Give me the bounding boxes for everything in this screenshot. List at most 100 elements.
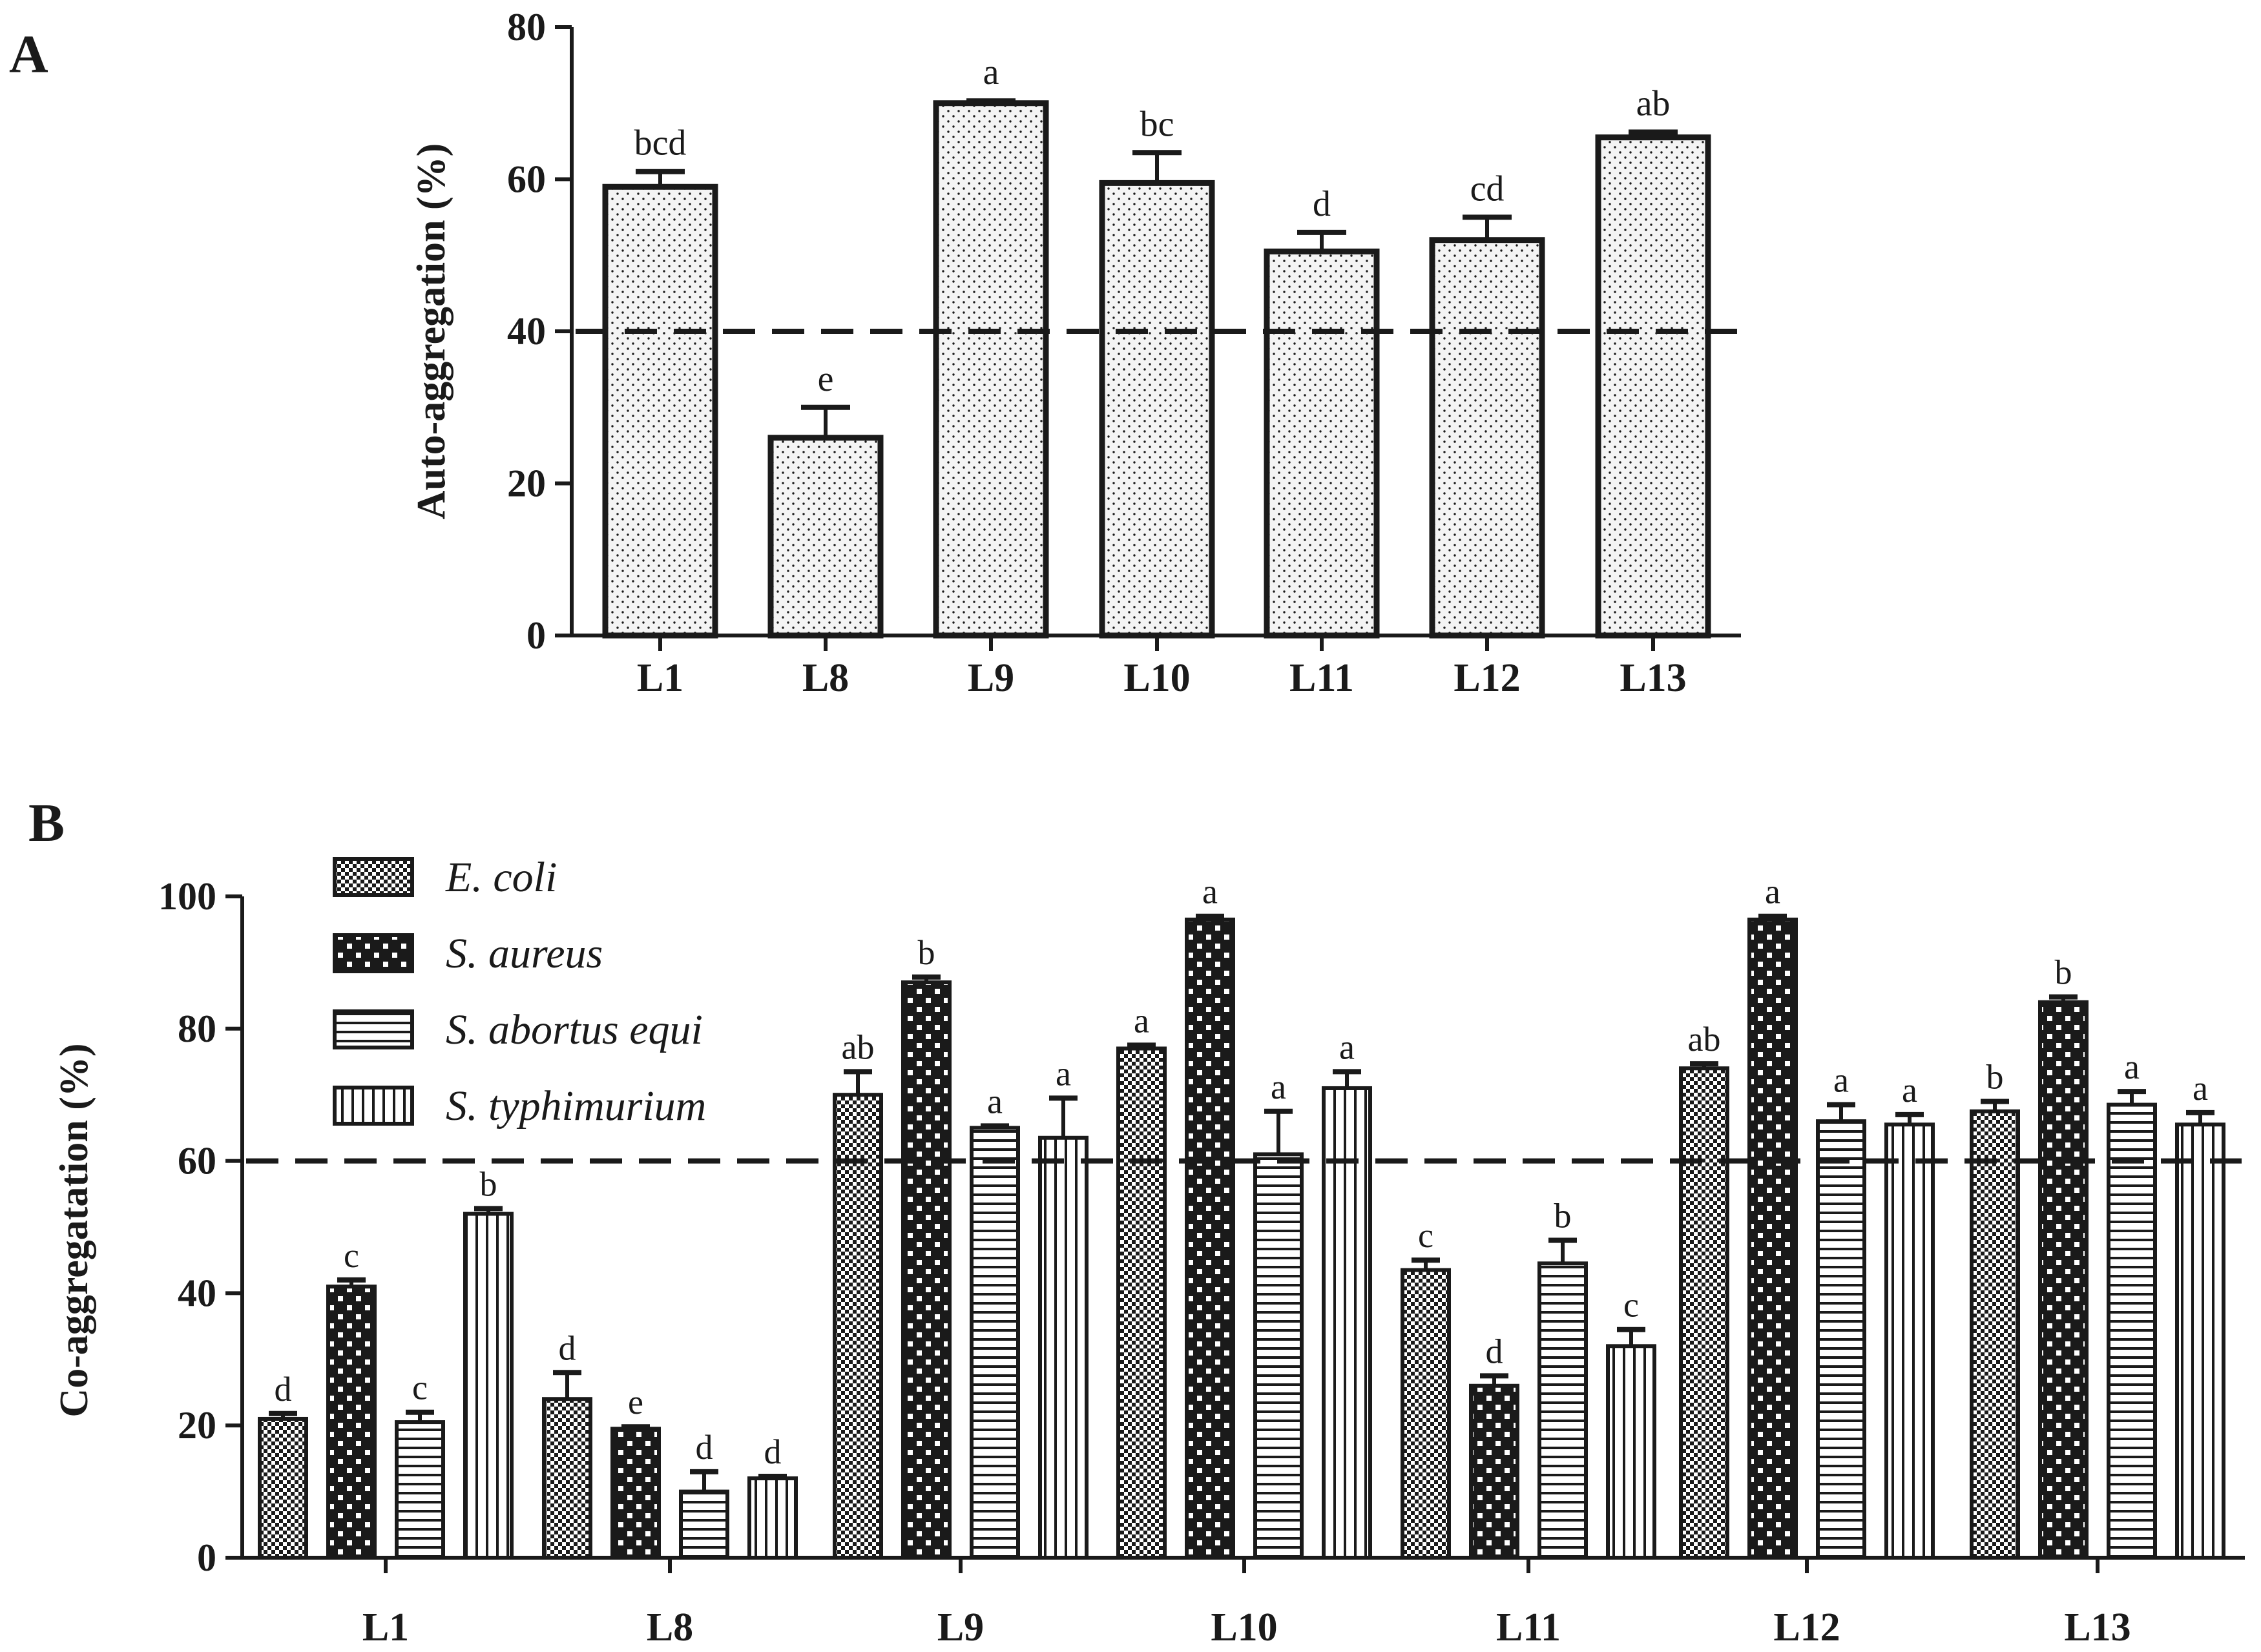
panel-b-x-tick-label: L11 (1496, 1606, 1561, 1649)
panel-b-bar (258, 1416, 308, 1560)
panel-b-bar (1816, 1119, 1866, 1560)
panel-b-y-tick-label: 20 (178, 1404, 216, 1447)
panel-a-bar (1429, 237, 1545, 639)
panel-b-significance-letter: e (628, 1383, 643, 1421)
panel-b-significance-letter: b (918, 933, 935, 972)
panel-a-significance-letter: ab (1636, 83, 1671, 123)
panel-a-x-tick-label: L9 (968, 656, 1014, 700)
panel-b-x-tick-label: L1 (362, 1606, 409, 1649)
panel-a-bar (1099, 180, 1215, 639)
panel-b-significance-letter: d (1486, 1332, 1503, 1370)
panel-a-x-tick-label: L8 (802, 656, 849, 700)
panel-a-bar (767, 435, 884, 639)
panel-b-y-tick-label: 0 (197, 1536, 216, 1579)
legend-swatch (333, 1009, 414, 1049)
panel-b-x-tick-label: L10 (1211, 1606, 1277, 1649)
panel-b-significance-letter: a (1902, 1071, 1917, 1110)
panel-a-x-tick-label: L11 (1289, 656, 1354, 700)
panel-a-x-tick-label: L1 (637, 656, 683, 700)
panel-b-bar (1253, 1152, 1304, 1560)
panel-b-significance-letter: a (2124, 1048, 2140, 1086)
panel-a-significance-letter: cd (1470, 169, 1505, 209)
panel-b-y-tick-label: 80 (178, 1007, 216, 1050)
panel-a-significance-letter: bcd (634, 123, 687, 163)
panel-b-bar (901, 980, 952, 1560)
panel-b-x-tick-label: L12 (1773, 1606, 1840, 1649)
panel-b-significance-letter: c (1623, 1286, 1639, 1325)
panel-a-significance-letter: bc (1140, 104, 1174, 144)
panel-b-bar (1747, 917, 1798, 1560)
panel-b-label: B (28, 793, 65, 853)
panel-b-bar (1606, 1344, 1656, 1560)
panel-b-bar (833, 1093, 883, 1560)
panel-b-significance-letter: b (480, 1164, 497, 1203)
panel-b-bar (1537, 1261, 1588, 1560)
panel-a-bar (933, 100, 1049, 639)
panel-b-bar (1970, 1109, 2020, 1560)
panel-b-significance-letter: a (1765, 872, 1780, 911)
panel-b: B Co-aggregatation (%) 0 20 40 60 80 100 d c c b… (28, 793, 2245, 1649)
panel-b-legend: E. coli S. aureus S. abortus equi S. typhim… (333, 854, 706, 1130)
panel-b-significance-letter: b (1986, 1057, 2004, 1096)
panel-b-x-tick-label: L9 (937, 1606, 984, 1649)
legend-label: S. abortus equi (446, 1006, 703, 1053)
panel-b-bar (1679, 1066, 1729, 1560)
panel-b-significance-letter: c (412, 1368, 428, 1407)
panel-b-bar (395, 1420, 445, 1560)
panel-b-y-axis-label: Co-aggregatation (%) (52, 1043, 96, 1417)
panel-b-significance-letter: d (696, 1428, 713, 1467)
panel-b-bar (747, 1476, 798, 1560)
panel-a-y-axis-label: Auto-aggregation (%) (410, 143, 453, 520)
panel-b-significance-letter: a (1833, 1061, 1849, 1100)
panel-a-bar (1264, 248, 1380, 639)
panel-b-significance-letter: a (1056, 1054, 1071, 1093)
panel-b-bar (1884, 1122, 1935, 1560)
panel-a-y-tick-label: 40 (507, 310, 546, 353)
panel-b-y-tick-label: 60 (178, 1140, 216, 1182)
panel-a-x-tick-label: L13 (1620, 656, 1686, 700)
panel-a-label: A (9, 25, 48, 85)
panel-b-significance-letter: a (1202, 872, 1218, 911)
panel-a-significance-letter: d (1313, 184, 1331, 224)
panel-b-significance-letter: ab (1688, 1020, 1721, 1058)
panel-b-significance-letter: d (764, 1432, 782, 1471)
legend-swatch (333, 1086, 414, 1126)
panel-a-x-tick-label: L12 (1454, 656, 1520, 700)
panel-b-significance-letter: a (2193, 1069, 2208, 1108)
panel-b-bar (542, 1397, 592, 1560)
panel-b-significance-letter: a (987, 1082, 1003, 1120)
legend-label: S. aureus (446, 930, 603, 977)
panel-b-bar (2107, 1102, 2157, 1560)
panel-b-x-tick-label: L13 (2064, 1606, 2131, 1649)
panel-b-bar (326, 1285, 377, 1560)
panel-a-significance-letter: a (983, 52, 999, 92)
panel-b-significance-letter: d (559, 1328, 576, 1367)
panel-b-bar (679, 1489, 729, 1560)
panel-b-significance-letter: b (2055, 953, 2072, 992)
panel-b-bar (1401, 1268, 1451, 1560)
panel-b-significance-letter: a (1134, 1001, 1149, 1040)
panel-b-bar (1469, 1383, 1519, 1560)
panel-b-bar (1116, 1046, 1167, 1560)
panel-a-y-tick-label: 0 (526, 614, 546, 657)
legend-label: E. coli (445, 854, 557, 901)
panel-b-y-tick-label: 40 (178, 1272, 216, 1314)
panel-b-significance-letter: ab (842, 1027, 875, 1066)
panel-a-bar (602, 183, 718, 639)
panel-b-bar (2038, 1000, 2089, 1560)
panel-a-x-tick-label: L10 (1123, 656, 1190, 700)
panel-b-bar (970, 1126, 1020, 1560)
panel-a-y-tick-label: 80 (507, 6, 546, 48)
legend-label: S. typhimurium (446, 1082, 706, 1130)
panel-a-y-tick-label: 60 (507, 158, 546, 201)
panel-b-bar (2175, 1122, 2225, 1560)
panel-b-significance-letter: a (1339, 1027, 1355, 1066)
panel-b-significance-letter: a (1271, 1068, 1286, 1106)
panel-b-bar (1322, 1086, 1372, 1560)
panel-b-bar (463, 1212, 514, 1560)
panel-a-bar (1595, 134, 1711, 639)
panel-b-significance-letter: c (344, 1236, 359, 1275)
legend-swatch (333, 933, 414, 973)
